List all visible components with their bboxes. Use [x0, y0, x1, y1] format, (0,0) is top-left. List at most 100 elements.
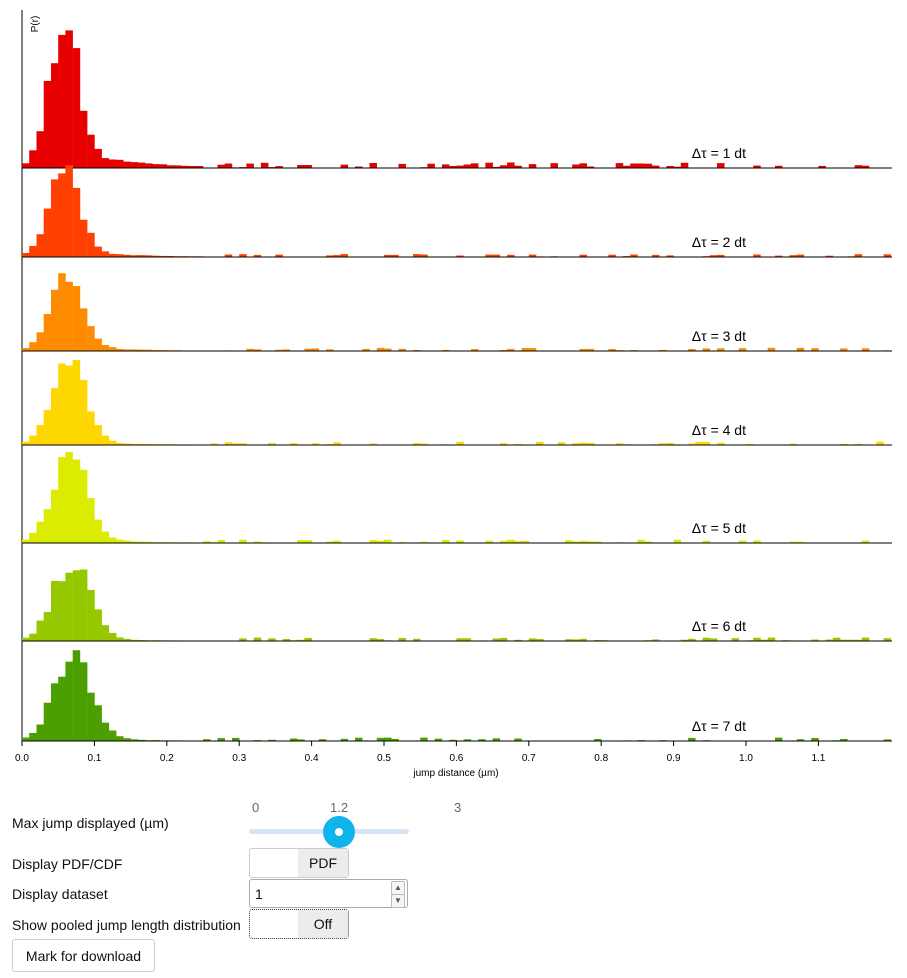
- histogram-bar: [268, 638, 276, 641]
- histogram-bar: [87, 411, 95, 445]
- histogram-bar: [847, 639, 855, 641]
- histogram-bar: [738, 348, 747, 351]
- histogram-bar: [811, 348, 819, 351]
- histogram-bar: [876, 441, 884, 445]
- mark-for-download-button[interactable]: Mark for download: [12, 939, 155, 972]
- histogram-bar: [420, 541, 428, 543]
- panel-1: Δτ = 1 dt: [22, 30, 892, 169]
- histogram-bar: [420, 254, 428, 257]
- histogram-bar: [579, 540, 587, 543]
- histogram-bar: [159, 255, 168, 257]
- histogram-bar: [775, 255, 783, 257]
- histogram-bar: [507, 348, 515, 351]
- panel-label: Δτ = 4 dt: [692, 422, 746, 438]
- histogram-bar: [232, 737, 240, 741]
- histogram-bar: [861, 637, 870, 641]
- histogram-bar: [355, 166, 363, 168]
- histogram-bar: [333, 540, 341, 543]
- histogram-bar: [594, 739, 602, 741]
- histogram-bar: [311, 443, 320, 445]
- histogram-bar: [702, 348, 711, 351]
- histogram-bar: [51, 683, 59, 741]
- histogram-bar: [499, 165, 508, 168]
- histogram-bar: [492, 254, 501, 257]
- histogram-bar: [688, 349, 696, 351]
- histogram-bar: [304, 348, 312, 351]
- histogram-bar: [499, 443, 508, 445]
- histogram-bar: [116, 637, 124, 641]
- histogram-bar: [72, 286, 81, 351]
- histogram-bar: [644, 163, 653, 168]
- histogram-bar: [65, 661, 73, 741]
- pdf-cdf-toggle[interactable]: PDF: [249, 848, 349, 878]
- histogram-bar: [326, 349, 334, 351]
- histogram-bar: [398, 163, 406, 168]
- histogram-bar: [94, 148, 102, 168]
- histogram-bar: [123, 349, 131, 351]
- histogram-bar: [116, 736, 124, 741]
- histogram-bar: [413, 638, 421, 641]
- histogram-bar: [579, 254, 587, 257]
- histogram-bar: [101, 158, 110, 168]
- histogram-bar: [72, 570, 81, 641]
- histogram-bar: [29, 532, 37, 543]
- histogram-bar: [608, 254, 616, 257]
- histogram-bar: [840, 348, 848, 351]
- histogram-bar: [79, 219, 88, 257]
- histogram-bar: [789, 443, 797, 445]
- histogram-bar: [43, 314, 52, 351]
- histogram-bar: [413, 443, 421, 445]
- histogram-bar: [94, 609, 102, 641]
- histogram-bar: [43, 208, 52, 257]
- histogram-bar: [485, 162, 493, 168]
- histogram-bar: [608, 349, 616, 351]
- histogram-bar: [217, 738, 225, 741]
- chevron-down-icon[interactable]: ▼: [391, 894, 405, 908]
- histogram-bar: [22, 737, 30, 741]
- histogram-bar: [101, 345, 110, 351]
- histogram-bar: [615, 443, 624, 445]
- histogram-bar: [166, 165, 175, 168]
- histogram-bar: [94, 705, 102, 741]
- histogram-bar: [130, 255, 139, 257]
- histogram-bar: [87, 589, 95, 641]
- histogram-bar: [29, 342, 37, 351]
- x-tick-label: 0.6: [449, 753, 463, 764]
- histogram-bar: [36, 425, 44, 445]
- histogram-bar: [832, 637, 841, 641]
- histogram-bar: [116, 348, 124, 351]
- chevron-up-icon[interactable]: ▲: [391, 881, 405, 895]
- histogram-bar: [79, 569, 88, 641]
- histogram-bar: [65, 451, 73, 543]
- histogram-bar: [688, 443, 696, 445]
- histogram-bar: [456, 638, 464, 641]
- max-jump-slider-handle[interactable]: [323, 816, 355, 848]
- histogram-bar: [181, 165, 189, 168]
- histogram-bar: [159, 164, 168, 168]
- histogram-bar: [586, 348, 595, 351]
- histogram-bar: [753, 254, 761, 257]
- histogram-bar: [79, 469, 88, 543]
- histogram-bar: [36, 234, 44, 257]
- histogram-bar: [637, 163, 645, 168]
- histogram-bar: [384, 539, 392, 543]
- histogram-bar: [239, 443, 247, 445]
- histogram-bar: [485, 254, 493, 257]
- histogram-bar: [680, 162, 689, 168]
- dataset-number-input[interactable]: 1 ▲ ▼: [249, 879, 408, 908]
- histogram-bar: [152, 164, 160, 168]
- histogram-bar: [478, 739, 486, 741]
- histogram-bar: [702, 637, 711, 641]
- histogram-bar: [79, 308, 88, 351]
- histogram-bar: [492, 166, 501, 168]
- histogram-bar: [738, 540, 747, 543]
- histogram-bar: [282, 349, 291, 351]
- histogram-bar: [137, 255, 146, 257]
- histogram-bar: [304, 540, 312, 543]
- histogram-bar: [36, 332, 44, 351]
- panel-5: Δτ = 5 dt: [22, 451, 892, 544]
- histogram-bar: [666, 443, 674, 445]
- histogram-bar: [673, 539, 682, 543]
- pooled-toggle[interactable]: Off: [249, 909, 349, 939]
- histogram-bar: [840, 738, 848, 741]
